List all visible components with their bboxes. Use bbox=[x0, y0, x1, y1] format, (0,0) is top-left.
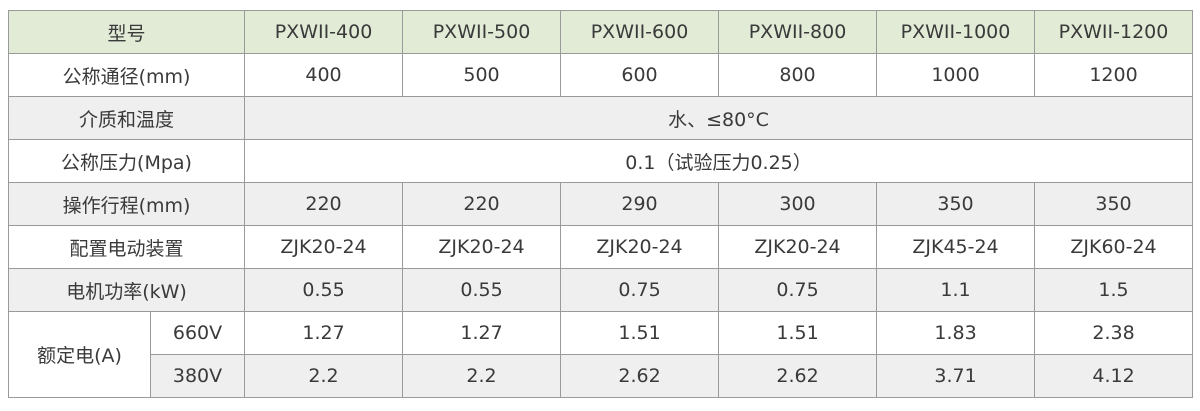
cell: 350 bbox=[876, 182, 1036, 226]
row-label: 电机功率(kW) bbox=[7, 268, 246, 312]
row-label: 配置电动装置 bbox=[7, 225, 246, 269]
cell: 400 bbox=[244, 53, 404, 97]
merged-cell: 水、≤80°C bbox=[244, 96, 1194, 140]
cell: ZJK45-24 bbox=[876, 225, 1036, 269]
cell: 2.62 bbox=[560, 354, 720, 398]
table-row: 介质和温度 水、≤80°C bbox=[7, 96, 1194, 140]
row-label: 操作行程(mm) bbox=[7, 182, 246, 226]
cell: 1.5 bbox=[1034, 268, 1194, 312]
cell: 220 bbox=[402, 182, 562, 226]
row-label: 公称压力(Mpa) bbox=[7, 139, 246, 183]
merged-cell: 0.1（试验压力0.25） bbox=[244, 139, 1194, 183]
cell: 1.27 bbox=[402, 311, 562, 355]
cell: ZJK20-24 bbox=[402, 225, 562, 269]
group-label: 额定电(A) bbox=[8, 311, 151, 398]
cell: 0.55 bbox=[402, 268, 562, 312]
cell: 0.75 bbox=[560, 268, 720, 312]
cell: 500 bbox=[402, 53, 562, 97]
spec-table: 型号 PXWII-400 PXWII-500 PXWII-600 PXWII-800 PX… bbox=[7, 10, 1194, 398]
cell: 600 bbox=[560, 53, 720, 97]
cell: 1000 bbox=[876, 53, 1036, 97]
header-cell: PXWII-1200 bbox=[1034, 10, 1194, 54]
cell: 220 bbox=[244, 182, 404, 226]
cell: ZJK20-24 bbox=[244, 225, 404, 269]
cell: 1.83 bbox=[876, 311, 1036, 355]
table-row: 型号 PXWII-400 PXWII-500 PXWII-600 PXWII-800 PX… bbox=[7, 10, 1194, 54]
table-row: 公称通径(mm) 400 500 600 800 1000 1200 bbox=[7, 53, 1194, 97]
sub-label: 380V bbox=[149, 354, 246, 398]
table-row: 公称压力(Mpa) 0.1（试验压力0.25） bbox=[7, 139, 1194, 183]
header-cell: PXWII-400 bbox=[244, 10, 404, 54]
sub-label: 660V bbox=[149, 311, 246, 355]
cell: ZJK20-24 bbox=[718, 225, 878, 269]
table-row: 电机功率(kW) 0.55 0.55 0.75 0.75 1.1 1.5 bbox=[7, 268, 1194, 312]
table-row: 380V 2.2 2.2 2.62 2.62 3.71 4.12 bbox=[9, 354, 1194, 398]
table-row: 操作行程(mm) 220 220 290 300 350 350 bbox=[7, 182, 1194, 226]
cell: 350 bbox=[1034, 182, 1194, 226]
cell: 1.51 bbox=[718, 311, 878, 355]
cell: 290 bbox=[560, 182, 720, 226]
cell: 1.27 bbox=[244, 311, 404, 355]
table-row: 配置电动装置 ZJK20-24 ZJK20-24 ZJK20-24 ZJK20-24 ZJ… bbox=[7, 225, 1194, 269]
header-cell: PXWII-500 bbox=[402, 10, 562, 54]
cell: 1.1 bbox=[876, 268, 1036, 312]
cell: 2.62 bbox=[718, 354, 878, 398]
cell: 1.51 bbox=[560, 311, 720, 355]
cell: 0.75 bbox=[718, 268, 878, 312]
cell: ZJK60-24 bbox=[1034, 225, 1194, 269]
row-label: 公称通径(mm) bbox=[7, 53, 246, 97]
table-row: 额定电(A) 660V 1.27 1.27 1.51 1.51 1.83 2.38 bbox=[8, 311, 1194, 398]
cell: 2.38 bbox=[1034, 311, 1194, 355]
row-label: 介质和温度 bbox=[7, 96, 246, 140]
header-cell: PXWII-600 bbox=[560, 10, 720, 54]
cell: 2.2 bbox=[402, 354, 562, 398]
cell: ZJK20-24 bbox=[560, 225, 720, 269]
header-cell: PXWII-800 bbox=[718, 10, 878, 54]
cell: 300 bbox=[718, 182, 878, 226]
header-label: 型号 bbox=[7, 10, 246, 54]
cell: 3.71 bbox=[876, 354, 1036, 398]
header-cell: PXWII-1000 bbox=[876, 10, 1036, 54]
cell: 4.12 bbox=[1034, 354, 1194, 398]
cell: 0.55 bbox=[244, 268, 404, 312]
cell: 800 bbox=[718, 53, 878, 97]
cell: 1200 bbox=[1034, 53, 1194, 97]
cell: 2.2 bbox=[244, 354, 404, 398]
